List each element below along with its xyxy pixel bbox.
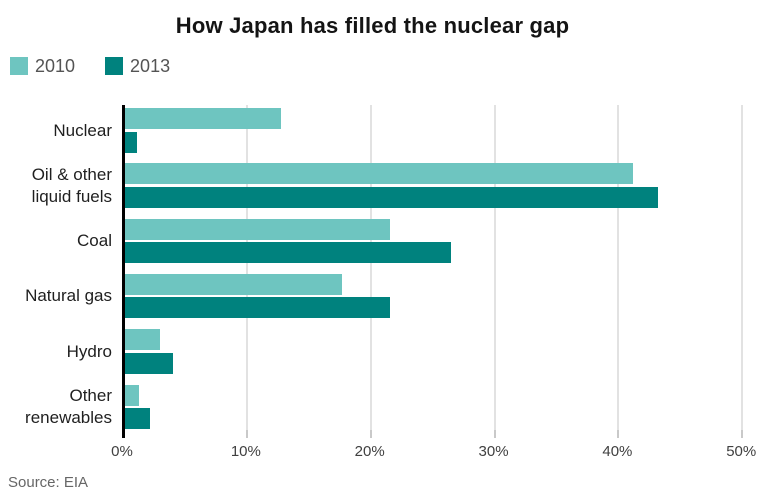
gridline-50 bbox=[741, 105, 744, 430]
gridline-10 bbox=[245, 105, 248, 430]
bar-2010-coal bbox=[125, 218, 391, 240]
bar-2010-hydro bbox=[125, 329, 160, 351]
x-axis-label-50: 50% bbox=[726, 443, 757, 460]
x-axis-tick-50 bbox=[741, 430, 744, 438]
x-axis-tick-30 bbox=[493, 430, 496, 438]
x-axis-label-20: 20% bbox=[354, 443, 385, 460]
x-axis-tick-40 bbox=[617, 430, 620, 438]
legend: 2010 2013 bbox=[10, 57, 170, 75]
legend-swatch-2013-icon bbox=[105, 57, 124, 75]
x-axis-labels: 0% 10% 20% 30% 40% 50% bbox=[0, 443, 769, 461]
x-axis-label-40: 40% bbox=[602, 443, 633, 460]
x-axis-tick-20 bbox=[369, 430, 372, 438]
category-label-nuclear: Nuclear bbox=[53, 120, 112, 140]
category-label-hydro: Hydro bbox=[66, 341, 112, 361]
chart-title: How Japan has filled the nuclear gap bbox=[175, 13, 570, 38]
bar-2013-hydro bbox=[125, 352, 174, 374]
gridline-40 bbox=[617, 105, 620, 430]
bar-2010-other-renewables bbox=[125, 384, 139, 406]
y-axis-category-labels: Nuclear Oil & other liquid fuels Coal Natur… bbox=[0, 105, 112, 430]
legend-label-2010: 2010 bbox=[35, 56, 76, 76]
bar-2010-nuclear bbox=[125, 108, 282, 129]
x-axis-label-10: 10% bbox=[230, 443, 261, 460]
legend-swatch-2010-icon bbox=[10, 57, 28, 75]
category-label-other-renewables: Other renewables bbox=[25, 386, 112, 427]
x-axis-label-0: 0% bbox=[111, 443, 133, 460]
bar-2013-other-renewables bbox=[125, 408, 150, 429]
bar-2010-natural-gas bbox=[125, 273, 342, 295]
legend-item-2013: 2013 bbox=[105, 57, 170, 75]
legend-label-2013: 2013 bbox=[130, 56, 171, 76]
gridline-30 bbox=[493, 105, 496, 430]
category-label-coal: Coal bbox=[77, 231, 112, 251]
plot-area bbox=[122, 105, 766, 438]
category-label-oil-other-liquid-fuels: Oil & other liquid fuels bbox=[31, 164, 112, 206]
bar-2013-nuclear bbox=[125, 131, 138, 153]
source-note: Source: EIA bbox=[8, 474, 89, 491]
y-axis-line bbox=[122, 105, 125, 438]
x-axis-tick-10 bbox=[245, 430, 248, 438]
x-axis-label-30: 30% bbox=[478, 443, 509, 460]
bar-2013-natural-gas bbox=[125, 297, 391, 319]
bar-2013-coal bbox=[125, 242, 451, 264]
category-label-natural-gas: Natural gas bbox=[25, 286, 112, 306]
bar-2013-oil-other-liquid-fuels bbox=[125, 186, 658, 208]
bar-2010-oil-other-liquid-fuels bbox=[125, 163, 633, 185]
legend-item-2010: 2010 bbox=[10, 57, 75, 75]
gridline-20 bbox=[369, 105, 372, 430]
